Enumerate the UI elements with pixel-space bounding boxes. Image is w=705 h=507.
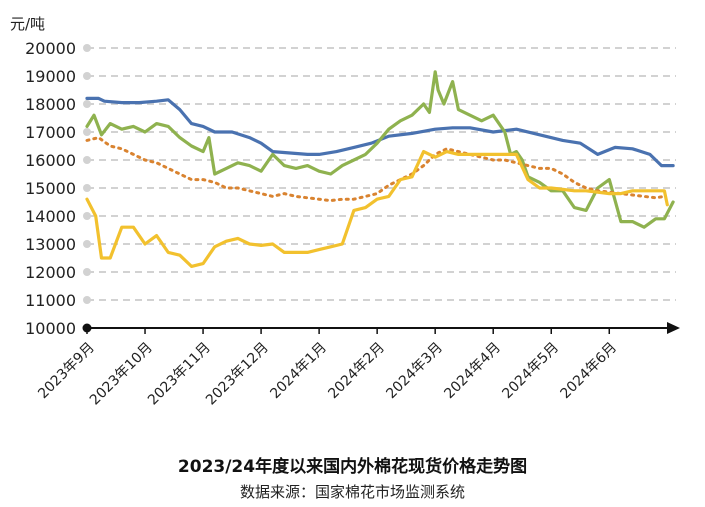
- y-tick-labels: 20000 19000 18000 17000 16000 15000 14000 13000…: [25, 39, 76, 338]
- x-axis-arrow-icon: [667, 322, 680, 334]
- y-tick-label: 17000: [25, 123, 76, 142]
- x-tick-label: 2024年3月: [383, 340, 446, 403]
- grid-dot-9: [83, 296, 91, 304]
- y-axis-label: 元/吨: [10, 15, 45, 33]
- x-tick-label: 2023年9月: [35, 340, 98, 403]
- x-tick-label: 2024年5月: [499, 340, 562, 403]
- grid-dot-8: [83, 268, 91, 276]
- chart-title: 2023/24年度以来国内外棉花现货价格走势图: [177, 457, 528, 477]
- grid-dot-2: [83, 100, 91, 108]
- grid-dot-0: [83, 44, 91, 52]
- series-line-4: [85, 150, 669, 268]
- grid-dot-5: [83, 184, 91, 192]
- y-tick-label: 11000: [25, 291, 76, 310]
- x-tick-labels: 2023年9月2023年10月2023年11月2023年12月2024年1月20…: [35, 328, 620, 408]
- x-tick-label: 2024年6月: [557, 340, 620, 403]
- chart-subtitle: 数据来源：国家棉花市场监测系统: [239, 483, 465, 501]
- grid-dot-6: [83, 212, 91, 220]
- series-line-3: [85, 136, 666, 203]
- x-tick-label: 2024年4月: [441, 340, 504, 403]
- grid-dot-7: [83, 240, 91, 248]
- series-line-1: [85, 96, 675, 168]
- y-tick-label: 19000: [25, 67, 76, 86]
- y-tick-label: 12000: [25, 263, 76, 282]
- y-tick-label: 14000: [25, 207, 76, 226]
- x-tick-label: 2024年2月: [325, 340, 388, 403]
- y-tick-label: 10000: [25, 319, 76, 338]
- grid-dot-1: [83, 72, 91, 80]
- y-tick-label: 20000: [25, 39, 76, 58]
- y-tick-label: 15000: [25, 179, 76, 198]
- series-lines: [85, 70, 675, 268]
- x-tick-label: 2024年1月: [267, 340, 330, 403]
- y-tick-label: 18000: [25, 95, 76, 114]
- series-line-2: [85, 70, 675, 229]
- grid-dot-3: [83, 128, 91, 136]
- x-tick-label: 2023年12月: [203, 340, 272, 409]
- y-tick-label: 13000: [25, 235, 76, 254]
- gridlines: [83, 44, 676, 304]
- y-tick-label: 16000: [25, 151, 76, 170]
- grid-dot-4: [83, 156, 91, 164]
- axes: [82, 322, 680, 334]
